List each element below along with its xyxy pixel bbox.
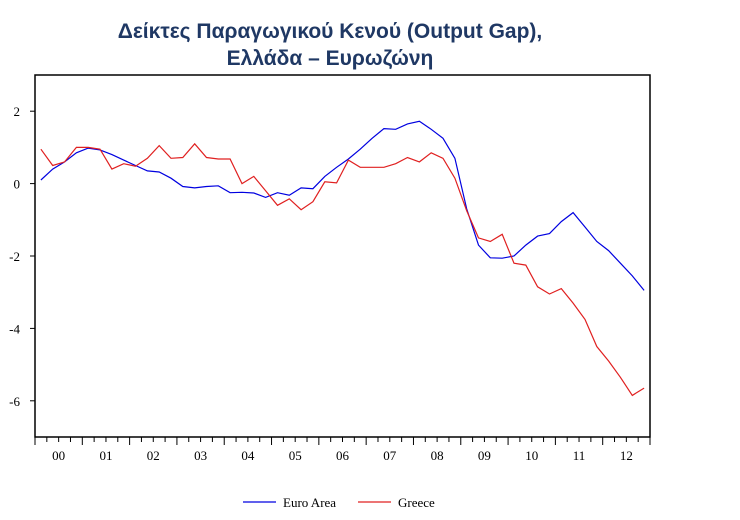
y-tick-label: -6 xyxy=(9,394,20,409)
chart-title-line-1: Δείκτες Παραγωγικού Κενού (Output Gap), xyxy=(117,20,543,43)
x-tick-label: 08 xyxy=(431,448,444,463)
x-tick-label: 11 xyxy=(573,448,586,463)
x-tick-label: 06 xyxy=(336,448,350,463)
x-tick-label: 03 xyxy=(194,448,207,463)
y-tick-label: 2 xyxy=(14,104,21,119)
chart-title-line-2: Ελλάδα – Ευρωζώνη xyxy=(226,47,434,70)
x-tick-label: 12 xyxy=(620,448,633,463)
series-line-greece xyxy=(40,142,645,397)
x-tick-label: 01 xyxy=(99,448,112,463)
x-tick-label: 04 xyxy=(241,448,255,463)
legend-label: Greece xyxy=(398,495,435,510)
legend-label: Euro Area xyxy=(283,495,336,510)
y-tick-label: -2 xyxy=(9,249,20,264)
plot-frame xyxy=(34,74,651,438)
x-tick-label: 05 xyxy=(289,448,302,463)
x-tick-label: 10 xyxy=(525,448,538,463)
x-tick-label: 02 xyxy=(147,448,160,463)
x-tick-label: 00 xyxy=(52,448,65,463)
x-tick-label: 09 xyxy=(478,448,491,463)
series-line-euro-area xyxy=(40,120,645,291)
y-tick-label: -4 xyxy=(9,321,20,336)
y-tick-label: 0 xyxy=(14,177,21,192)
x-tick-label: 07 xyxy=(383,448,397,463)
